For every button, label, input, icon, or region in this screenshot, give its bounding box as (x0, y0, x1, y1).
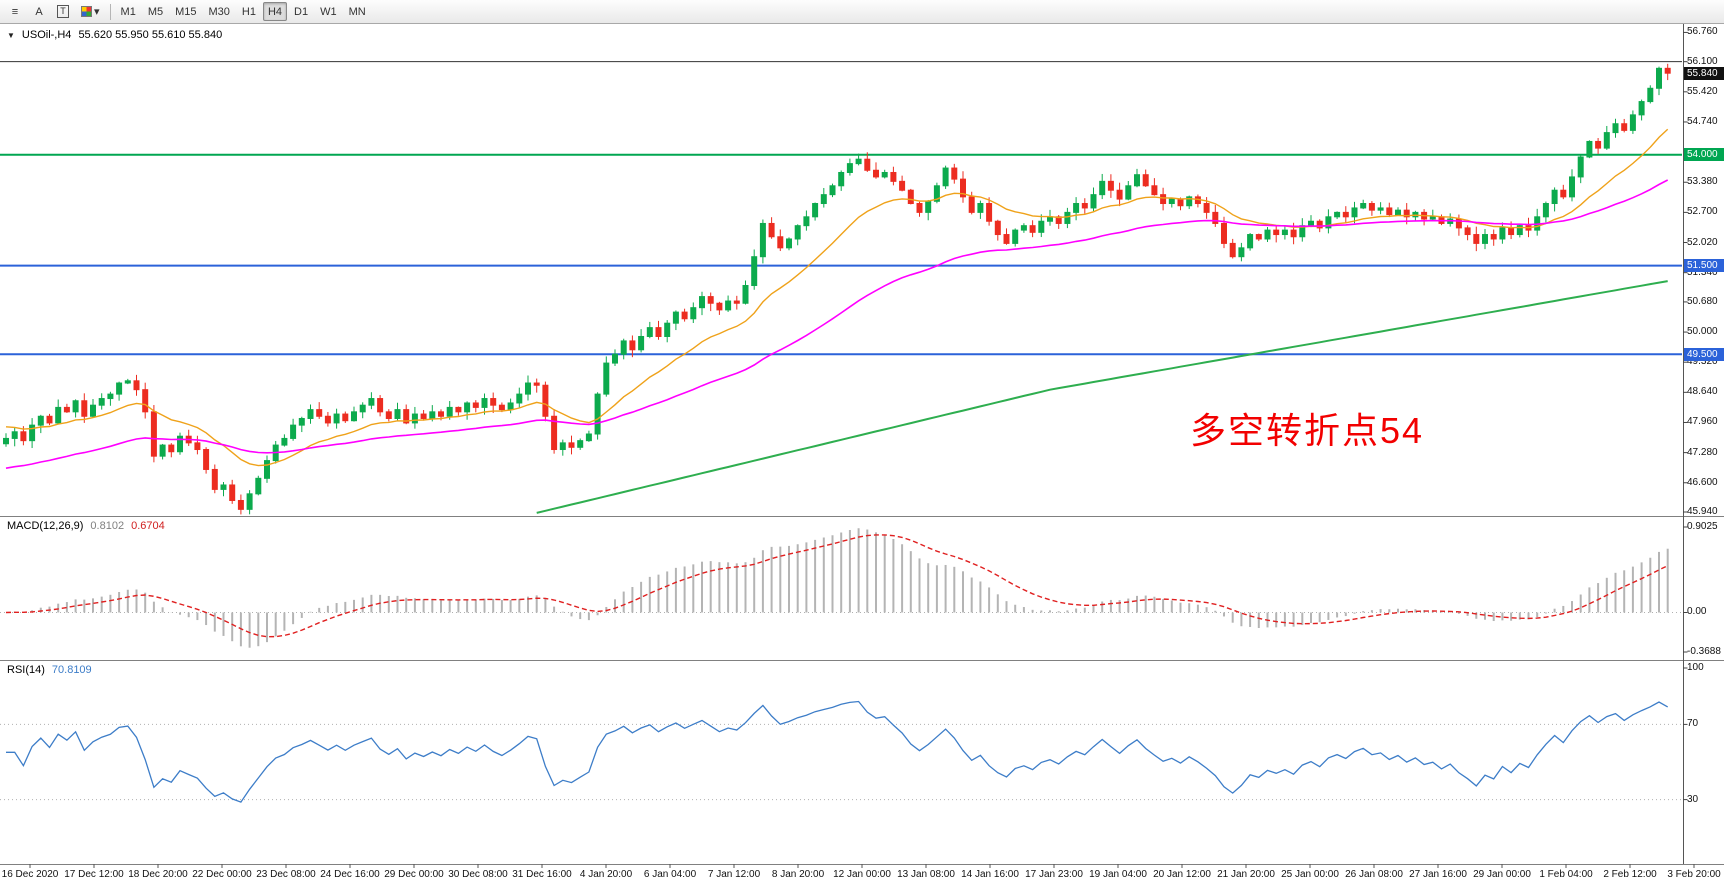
rsi-axis-label: 30 (1687, 793, 1699, 805)
price-tick-label: 46.600 (1687, 476, 1718, 488)
price-tick-label: 56.100 (1687, 55, 1718, 67)
time-axis-label: 14 Jan 16:00 (961, 869, 1019, 880)
time-axis-label: 29 Jan 00:00 (1473, 869, 1531, 880)
chart-title: ▼ USOil-,H4 55.620 55.950 55.610 55.840 (7, 29, 222, 41)
time-axis-label: 29 Dec 00:00 (384, 869, 444, 880)
time-axis-label: 13 Jan 08:00 (897, 869, 955, 880)
timeframe-button-m5[interactable]: M5 (143, 2, 168, 21)
price-tick-label: 56.760 (1687, 26, 1718, 38)
rsi-header: RSI(14) 70.8109 (7, 664, 92, 676)
time-axis-label: 12 Jan 00:00 (833, 869, 891, 880)
cursor-lines-icon-glyph: ≡ (11, 5, 19, 18)
text-box-icon-glyph: T (57, 5, 69, 18)
cursor-lines-icon[interactable]: ≡ (4, 2, 26, 21)
price-tick-label: 48.640 (1687, 386, 1718, 398)
text-label-icon-glyph: A (35, 5, 43, 18)
macd-axis-label: -0.3688 (1687, 646, 1721, 657)
macd-header: MACD(12,26,9) 0.8102 0.6704 (7, 520, 165, 532)
symbol-timeframe-label: USOil-,H4 (21, 29, 72, 41)
rsi-axis-label: 70 (1687, 718, 1699, 730)
timeframe-button-h4[interactable]: H4 (262, 2, 288, 21)
timeframe-button-m30[interactable]: M30 (204, 2, 235, 21)
price-tick-label: 50.680 (1687, 295, 1718, 307)
price-tick-label: 50.000 (1687, 326, 1718, 338)
rsi-axis-label: 100 (1687, 662, 1704, 673)
time-axis-label: 30 Dec 08:00 (448, 869, 508, 880)
time-axis-label: 4 Jan 20:00 (579, 869, 633, 880)
macd-main-value: 0.8102 (90, 520, 125, 532)
rsi-value: 70.8109 (51, 664, 92, 676)
price-tick-label: 45.940 (1687, 506, 1718, 517)
time-axis-label: 20 Jan 12:00 (1153, 869, 1211, 880)
time-axis-label: 25 Jan 00:00 (1281, 869, 1339, 880)
ohlc-values: 55.620 55.950 55.610 55.840 (78, 29, 223, 41)
time-axis-label: 26 Jan 08:00 (1345, 869, 1403, 880)
indicator-palette-icon-glyph: ▾ (94, 6, 100, 18)
macd-signal-value: 0.6704 (131, 520, 165, 532)
timeframe-button-m15[interactable]: M15 (170, 2, 201, 21)
indicator-palette-icon[interactable]: ▾ (76, 2, 105, 21)
macd-label: MACD(12,26,9) (7, 520, 84, 532)
time-axis-label: 1 Feb 04:00 (1539, 869, 1593, 880)
time-axis-label: 21 Jan 20:00 (1217, 869, 1275, 880)
toolbar-icon-group: ≡ A T ▾ (3, 2, 106, 21)
price-level-badge: 54.000 (1684, 148, 1724, 162)
time-axis-label: 18 Dec 20:00 (128, 869, 188, 880)
palette-swatch-icon (81, 6, 92, 17)
price-tick-label: 54.740 (1687, 115, 1718, 127)
timeframe-button-w1[interactable]: W1 (315, 2, 342, 21)
time-axis-label: 3 Feb 20:00 (1667, 869, 1721, 880)
last-price-badge: 55.840 (1684, 66, 1724, 80)
toolbar-separator (109, 3, 111, 20)
price-tick-label: 47.280 (1687, 446, 1718, 458)
price-tick-label: 52.700 (1687, 206, 1718, 218)
time-axis-label: 27 Jan 16:00 (1409, 869, 1467, 880)
time-axis-label: 2 Feb 12:00 (1603, 869, 1657, 880)
timeframe-button-h1[interactable]: H1 (237, 2, 261, 21)
price-tick-label: 53.380 (1687, 176, 1718, 188)
price-level-badge: 51.500 (1684, 259, 1724, 273)
collapse-chart-icon[interactable]: ▼ (7, 30, 15, 40)
timeframe-button-d1[interactable]: D1 (289, 2, 313, 21)
text-label-icon[interactable]: A (28, 2, 50, 21)
time-axis-label: 6 Jan 04:00 (643, 869, 697, 880)
time-axis-label: 8 Jan 20:00 (771, 869, 825, 880)
rsi-label: RSI(14) (7, 664, 45, 676)
price-tick-label: 49.320 (1687, 356, 1718, 368)
time-axis-label: 16 Dec 2020 (1, 869, 59, 880)
toolbar: ≡ A T ▾ M1 M5 M15 M30 H1 H4 D1 W1 MN (0, 0, 1724, 24)
time-axis-label: 22 Dec 00:00 (192, 869, 252, 880)
time-axis-label: 19 Jan 04:00 (1089, 869, 1147, 880)
timeframe-button-m1[interactable]: M1 (116, 2, 141, 21)
text-box-icon[interactable]: T (52, 2, 74, 21)
time-axis-label: 31 Dec 16:00 (512, 869, 572, 880)
time-axis-label: 23 Dec 08:00 (256, 869, 316, 880)
macd-axis-label: 0.9025 (1687, 521, 1718, 532)
time-axis-label: 17 Dec 12:00 (64, 869, 124, 880)
time-axis-label: 7 Jan 12:00 (707, 869, 761, 880)
timeframe-toolbar: M1 M5 M15 M30 H1 H4 D1 W1 MN (115, 2, 372, 21)
price-tick-label: 52.020 (1687, 236, 1718, 248)
time-axis-label: 24 Dec 16:00 (320, 869, 380, 880)
timeframe-button-mn[interactable]: MN (344, 2, 371, 21)
price-tick-label: 47.960 (1687, 416, 1718, 428)
chart-annotation[interactable]: 多空转折点54 (1190, 410, 1425, 451)
price-tick-label: 55.420 (1687, 85, 1718, 97)
time-axis-label: 17 Jan 23:00 (1025, 869, 1083, 880)
macd-axis-label: 0.00 (1687, 606, 1707, 618)
price-level-badge: 49.500 (1684, 347, 1724, 361)
price-tick-label: 51.340 (1687, 266, 1718, 278)
